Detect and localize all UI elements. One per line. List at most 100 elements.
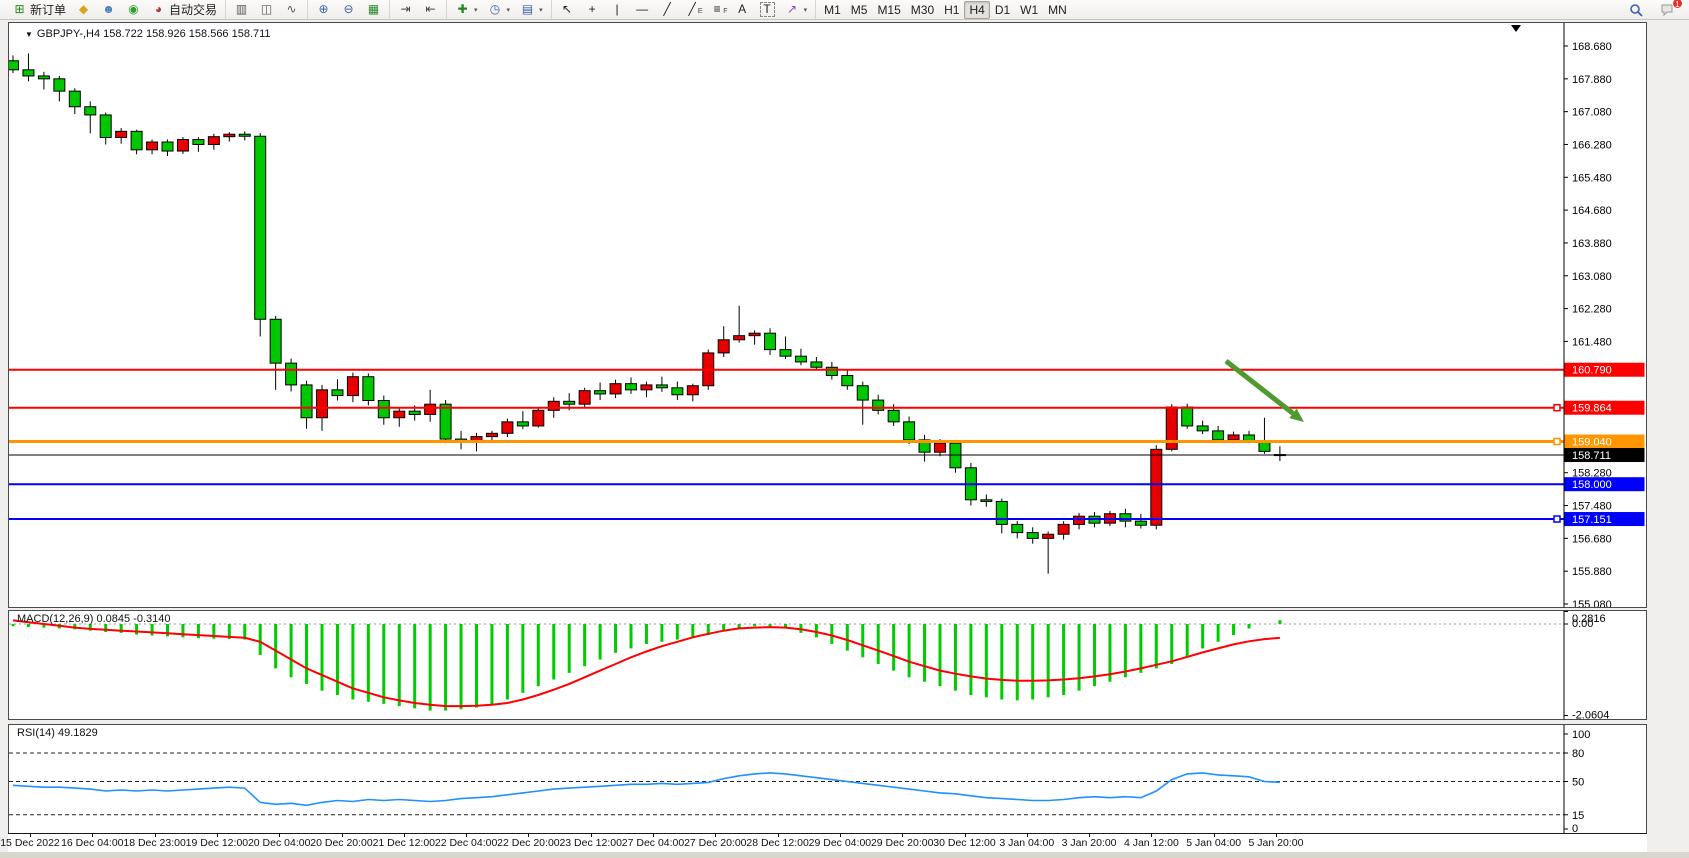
svg-text:162.280: 162.280: [1572, 304, 1612, 316]
tf-d1-button[interactable]: D1: [990, 1, 1015, 19]
tf-h1-button[interactable]: H1: [939, 1, 964, 19]
tf-m1-label: M1: [824, 2, 841, 17]
chart-title: ▼ GBPJPY-,H4 158.722 158.926 158.566 158.…: [25, 28, 271, 40]
svg-text:50: 50: [1572, 777, 1584, 789]
periods-button[interactable]: ◷ ▾: [483, 1, 516, 19]
bottom-strip: [0, 852, 1689, 858]
rsi-canvas[interactable]: 100 80 50 150: [9, 725, 1646, 833]
tf-h1-label: H1: [944, 2, 960, 17]
svg-text:168.680: 168.680: [1572, 41, 1612, 53]
chart-title-text: GBPJPY-,H4 158.722 158.926 158.566 158.7…: [36, 28, 271, 40]
text-label-button[interactable]: T: [755, 1, 780, 19]
profile-button[interactable]: ☻: [96, 1, 121, 19]
rsi-pane[interactable]: RSI(14) 49.1829 100 80 50 15 0: [8, 724, 1647, 834]
auto-trading-button[interactable]: ◕ 自动交易: [146, 1, 222, 19]
date-label: 19 Dec 12:00: [185, 837, 249, 849]
chevron-down-icon[interactable]: ▾: [474, 6, 478, 14]
notifications-button[interactable]: 1: [1654, 0, 1683, 19]
tile-windows-icon: ▦: [367, 2, 380, 16]
time-axis[interactable]: 15 Dec 2022 16 Dec 04:00 18 Dec 23:00 19 De…: [0, 833, 1647, 852]
svg-text:0.2816: 0.2816: [1572, 613, 1606, 625]
zoom-out-button[interactable]: ⊖: [336, 1, 361, 19]
main-chart-pane[interactable]: ▼ GBPJPY-,H4 158.722 158.926 158.566 158.…: [8, 22, 1647, 608]
zoom-in-button[interactable]: ⊕: [311, 1, 336, 19]
indicators-icon: ✚: [457, 2, 468, 16]
svg-text:161.480: 161.480: [1572, 336, 1612, 348]
symbol-dropdown-icon[interactable]: ▼: [25, 30, 33, 39]
signal-button[interactable]: ◉: [121, 1, 146, 19]
svg-text:167.080: 167.080: [1572, 107, 1612, 119]
date-label: 4 Jan 12:00: [1123, 837, 1179, 849]
svg-text:159.864: 159.864: [1572, 403, 1612, 415]
tf-m1-button[interactable]: M1: [819, 1, 846, 19]
time-tick: [30, 834, 31, 837]
time-tick: [839, 834, 841, 837]
date-label: 30 Dec 12:00: [933, 837, 996, 849]
search-button[interactable]: [1623, 1, 1648, 19]
fibonacci-button[interactable]: ≡ F: [705, 1, 730, 19]
macd-pane[interactable]: MACD(12,26,9) 0.0845 -0.3140 0.2816 0.00 -…: [8, 610, 1647, 720]
crosshair-button[interactable]: +: [580, 1, 605, 19]
toolbar-group-zoom: ⊕ ⊖ ▦: [307, 0, 389, 19]
tf-h4-button[interactable]: H4: [964, 0, 990, 19]
trendline-button[interactable]: ╱: [655, 1, 680, 19]
chevron-down-icon[interactable]: ▾: [506, 6, 511, 14]
new-order-button[interactable]: ⊞ 新订单: [7, 1, 71, 19]
line-chart-button[interactable]: ∿: [279, 1, 304, 19]
time-tick: [590, 834, 592, 837]
vertical-line-button[interactable]: |: [605, 1, 630, 19]
chevron-down-icon[interactable]: ▾: [539, 6, 543, 14]
date-label: 15 Dec 2022: [0, 837, 60, 849]
tf-w1-button[interactable]: W1: [1015, 1, 1043, 19]
toolbar-group-drawing: ↖ + | — ╱ ╱ E ≡ F A T ↗ ▾: [550, 0, 816, 19]
svg-text:157.480: 157.480: [1572, 501, 1612, 513]
date-label: 28 Dec 12:00: [746, 837, 809, 849]
toolbar-right: 1: [1623, 0, 1685, 19]
cursor-button[interactable]: ↖: [555, 1, 580, 19]
date-label: 3 Jan 20:00: [1061, 837, 1117, 849]
tf-m5-label: M5: [850, 2, 868, 17]
date-label: 20 Dec 20:00: [310, 837, 373, 849]
templates-button[interactable]: ▤ ▾: [515, 1, 548, 19]
highlighter-button[interactable]: ◆: [71, 1, 96, 19]
svg-text:158.711: 158.711: [1572, 450, 1611, 462]
horizontal-line-icon: —: [636, 2, 649, 16]
arrows-button[interactable]: ↗ ▾: [780, 1, 813, 19]
tile-windows-button[interactable]: ▦: [361, 1, 386, 19]
signal-icon: ◉: [128, 2, 139, 16]
svg-text:80: 80: [1572, 748, 1584, 760]
profile-icon: ☻: [102, 2, 115, 16]
tf-m30-button[interactable]: M30: [906, 1, 939, 19]
svg-text:165.480: 165.480: [1572, 172, 1612, 184]
indicators-button[interactable]: ✚ ▾: [450, 1, 483, 19]
tf-m5-button[interactable]: M5: [846, 1, 873, 19]
notification-badge: 1: [1672, 0, 1683, 9]
text-button[interactable]: A: [730, 1, 755, 19]
date-label: 21 Dec 12:00: [372, 837, 436, 849]
bar-chart-button[interactable]: ▥: [229, 1, 254, 19]
chart-shift-button[interactable]: ⇤: [418, 1, 443, 19]
toolbar-group-scroll: ⇥ ⇤: [389, 0, 446, 19]
time-tick: [154, 834, 156, 837]
date-label: 29 Dec 04:00: [808, 837, 872, 849]
equidistant-channel-button[interactable]: ╱ E: [680, 1, 705, 19]
svg-text:156.680: 156.680: [1572, 533, 1612, 545]
time-tick: [777, 834, 779, 837]
svg-text:158.000: 158.000: [1572, 479, 1612, 491]
time-tick: [216, 834, 218, 837]
candlestick-chart-button[interactable]: ◫: [254, 1, 279, 19]
price-chart-canvas[interactable]: 168.680 167.880 167.080 166.280 165.480 164.6…: [9, 23, 1646, 607]
time-tick: [902, 834, 904, 837]
tf-mn-button[interactable]: MN: [1043, 1, 1072, 19]
chevron-down-icon[interactable]: ▾: [803, 6, 808, 14]
horizontal-line-button[interactable]: —: [630, 1, 655, 19]
text-label-icon: T: [759, 2, 775, 17]
date-label: 23 Dec 12:00: [559, 837, 622, 849]
tf-m15-button[interactable]: M15: [872, 1, 905, 19]
zoom-out-icon: ⊖: [343, 2, 354, 16]
auto-scroll-button[interactable]: ⇥: [393, 1, 418, 19]
date-label: 5 Jan 04:00: [1186, 837, 1242, 849]
new-order-label: 新订单: [30, 3, 67, 17]
